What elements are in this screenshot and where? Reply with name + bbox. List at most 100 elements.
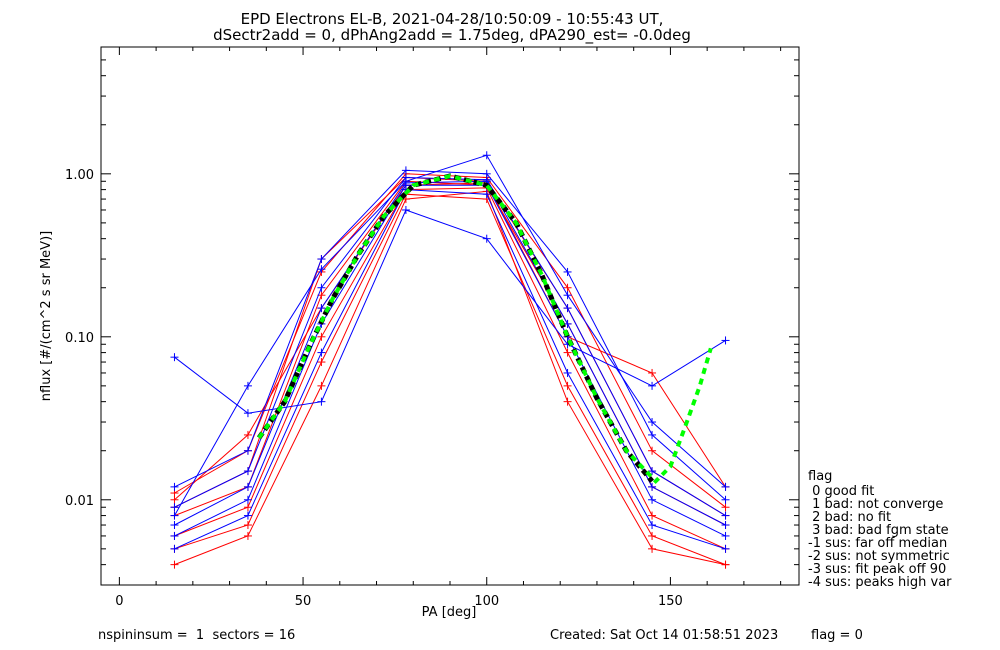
data-point (721, 482, 730, 491)
fit-curve (257, 173, 713, 485)
data-point (648, 381, 657, 390)
data-layer (170, 151, 730, 569)
data-point (317, 358, 326, 367)
data-point (243, 511, 252, 520)
data-point (482, 151, 491, 160)
data-point (243, 531, 252, 540)
data-point (170, 353, 179, 362)
footer-created: Created: Sat Oct 14 01:58:51 2023 (550, 628, 778, 643)
data-point (721, 521, 730, 530)
data-point (401, 178, 410, 187)
data-point (317, 255, 326, 264)
flag-legend-item: 2 bad: no fit (808, 510, 891, 525)
flag-legend-item: -1 sus: far off median (808, 536, 947, 551)
series-line-blue (174, 209, 726, 414)
flag-legend-item: -3 sus: fit peak off 90 (808, 562, 946, 577)
data-point (563, 397, 572, 406)
data-point (648, 531, 657, 540)
data-point (243, 446, 252, 455)
data-point (243, 381, 252, 390)
x-tick-label: 0 (115, 594, 123, 609)
series-line-blue (174, 184, 726, 537)
data-point (648, 368, 657, 377)
data-point (317, 304, 326, 313)
data-point (317, 265, 326, 274)
x-tick-label: 150 (658, 594, 683, 609)
data-point (401, 205, 410, 214)
footer-flag: flag = 0 (811, 628, 863, 643)
data-point (648, 467, 657, 476)
data-point (243, 409, 252, 418)
flag-legend-item: -4 sus: peaks high var (808, 575, 952, 590)
data-point (721, 503, 730, 512)
data-point (170, 495, 179, 504)
data-point (563, 283, 572, 292)
data-point (721, 560, 730, 569)
series-line-blue (174, 154, 726, 516)
flag-legend-item: 0 good fit (808, 484, 874, 499)
data-point (317, 283, 326, 292)
plot-frame (100, 46, 800, 586)
x-tick-label: 100 (474, 594, 499, 609)
data-point (648, 430, 657, 439)
data-point (401, 166, 410, 175)
data-point (563, 381, 572, 390)
data-point (721, 495, 730, 504)
series-line-blue (174, 169, 726, 501)
data-point (563, 267, 572, 276)
data-point (563, 368, 572, 377)
y-tick-label: 0.10 (65, 331, 94, 346)
data-point (317, 348, 326, 357)
x-tick-label: 50 (295, 594, 312, 609)
data-point (170, 521, 179, 530)
data-point (317, 381, 326, 390)
data-point (721, 531, 730, 540)
data-point (482, 169, 491, 178)
data-point (563, 304, 572, 313)
series-line-red (174, 173, 726, 508)
series-line-red (174, 187, 726, 550)
data-point (648, 544, 657, 553)
axis-ticks: 0 50 100 150 0.01 0.10 1.00 (65, 46, 799, 609)
x-axis-label: PA [deg] (422, 605, 477, 620)
data-point (563, 348, 572, 357)
data-point (563, 291, 572, 300)
data-point (170, 482, 179, 491)
series-line-red (174, 190, 726, 566)
flag-legend-item: -2 sus: not symmetric (808, 549, 950, 564)
chart-title-line2: dSectr2add = 0, dPhAng2add = 1.75deg, dP… (213, 26, 691, 45)
flag-legend-item: 1 bad: not converge (808, 497, 943, 512)
data-point (243, 467, 252, 476)
data-point (317, 332, 326, 341)
footer-spin-info: nspininsum = 1 sectors = 16 (98, 628, 295, 643)
series-line-blue (174, 189, 726, 550)
flag-legend: flag 0 good fit 1 bad: not converge 2 ba… (808, 469, 952, 590)
series-line-red (174, 182, 726, 501)
data-point (482, 234, 491, 243)
data-point (170, 503, 179, 512)
data-point (243, 430, 252, 439)
data-point (648, 418, 657, 427)
data-point (170, 511, 179, 520)
data-point (648, 511, 657, 520)
data-point (721, 544, 730, 553)
data-point (317, 397, 326, 406)
y-axis-label: nflux [#/(cm^2 s sr MeV)] (39, 231, 54, 401)
data-point (648, 495, 657, 504)
y-tick-label: 0.01 (65, 494, 94, 509)
flag-legend-title: flag (808, 469, 832, 484)
data-point (721, 336, 730, 345)
data-point (170, 544, 179, 553)
chart-title-line1: EPD Electrons EL-B, 2021-04-28/10:50:09 … (241, 10, 664, 28)
data-point (243, 503, 252, 512)
data-point (648, 446, 657, 455)
series-line-red (174, 193, 726, 566)
series-line-blue (174, 180, 726, 526)
data-point (243, 495, 252, 504)
data-point (170, 531, 179, 540)
data-point (243, 482, 252, 491)
data-point (648, 482, 657, 491)
data-point (648, 521, 657, 530)
y-tick-label: 1.00 (65, 168, 94, 183)
